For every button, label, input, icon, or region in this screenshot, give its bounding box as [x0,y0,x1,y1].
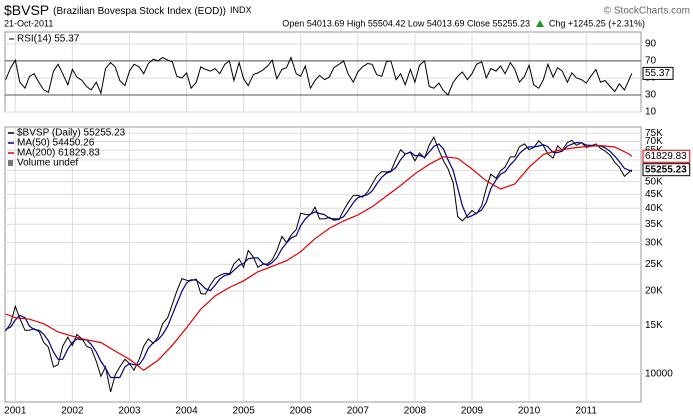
y-tick-label: 45K [645,189,663,200]
y-tick-label: 30K [645,237,663,248]
x-tick-label: 2010 [518,406,541,417]
y-tick-label: 40K [645,203,663,214]
symbol: $BVSP [4,2,49,18]
panel [4,31,642,113]
legend-label: MA(200) 61829.83 [17,148,100,159]
x-tick-label: 2004 [175,406,198,417]
x-tick-label: 2005 [233,406,256,417]
series-line [5,144,633,372]
panel-title: RSI(14) 55.37 [17,34,80,45]
y-tick-label: 50K [645,176,663,187]
y-tick-label: 90 [645,39,657,50]
x-tick-label: 2003 [118,406,141,417]
x-tick-label: 2001 [4,406,27,417]
y-tick-label: 75K [645,128,663,139]
last-value-label: 55255.23 [645,164,687,175]
x-tick-label: 2002 [61,406,84,417]
x-tick-label: 2007 [347,406,370,417]
date: 21-Oct-2011 [4,18,53,28]
exchange: INDX [230,5,252,15]
legend-swatch [8,160,13,166]
x-tick-label: 2008 [404,406,427,417]
last-value-box [642,163,691,177]
series-line [5,56,633,96]
quote: Open 54013.69 High 55504.42 Low 54013.69… [282,18,530,28]
x-tick-label: 2011 [575,406,597,417]
up-arrow [536,20,544,27]
y-tick-label: 70K [645,136,663,147]
header-title: $BVSP (Brazilian Bovespa Stock Index (EOD… [4,2,252,18]
source: © StockCharts.com [604,6,690,17]
y-tick-label: 20K [645,286,663,297]
x-tick-label: 2006 [290,406,313,417]
legend-label: Volume undef [17,158,78,169]
last-value-box [642,66,674,80]
series-line [5,141,633,379]
y-tick-label: 35K [645,219,663,230]
y-tick-label: 25K [645,259,663,270]
y-tick-label: 10000 [645,368,673,379]
y-tick-label: 15K [645,320,663,331]
legend-label: $BVSP (Daily) 55255.23 [17,128,126,139]
change: Chg +1245.25 (+2.31%) [549,18,645,28]
y-tick-label: 70 [645,56,657,67]
index-name: (Brazilian Bovespa Stock Index (EOD)) [53,6,226,17]
legend-label: MA(50) 54450.26 [17,138,95,149]
last-value-label: 55.37 [645,68,670,79]
last-value-label: 61829.83 [645,151,687,162]
last-value-box [642,149,691,163]
y-tick-label: 10 [645,107,657,118]
y-tick-label: 30 [645,90,657,101]
x-tick-label: 2009 [461,406,484,417]
